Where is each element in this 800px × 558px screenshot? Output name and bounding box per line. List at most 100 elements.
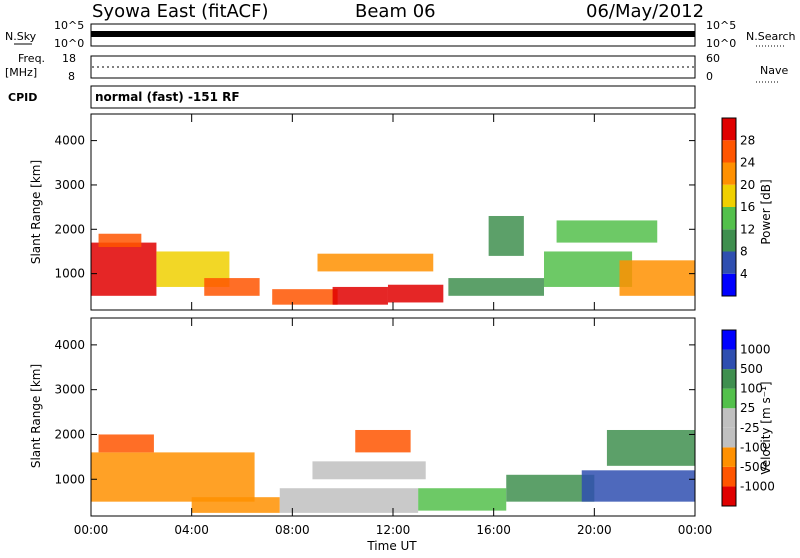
power-echo-region bbox=[448, 278, 544, 296]
colorbar-swatch bbox=[722, 447, 736, 467]
power-echo-region bbox=[91, 242, 157, 296]
colorbar-swatch bbox=[722, 349, 736, 370]
x-tick-label: 20:00 bbox=[577, 523, 612, 537]
freq-unit-label: [MHz] bbox=[5, 66, 37, 79]
power-echo-region bbox=[317, 253, 434, 272]
freq-tick-top: 18 bbox=[62, 52, 76, 65]
nsky-label: N.Sky bbox=[5, 30, 37, 43]
x-tick-label: 12:00 bbox=[376, 523, 411, 537]
velocity-echo-region bbox=[91, 452, 255, 502]
y-tick-label: 4000 bbox=[54, 338, 85, 352]
power-echo-region bbox=[98, 233, 142, 248]
power-echo-region bbox=[544, 251, 633, 287]
colorbar-swatch bbox=[722, 184, 736, 207]
station-title: Syowa East (fitACF) bbox=[92, 1, 268, 22]
colorbar-tick-label: 12 bbox=[740, 222, 755, 236]
noise-tick-bottom-right: 10^0 bbox=[706, 37, 736, 50]
x-tick-label: 00:00 bbox=[678, 523, 713, 537]
power-colorbar-label: Power [dB] bbox=[759, 179, 773, 244]
colorbar-tick-label: -500 bbox=[740, 460, 767, 474]
power-heatmap bbox=[91, 215, 695, 305]
freq-label: Freq. bbox=[18, 52, 45, 65]
beam-title: Beam 06 bbox=[355, 1, 436, 22]
colorbar-frame bbox=[721, 117, 737, 297]
power-echo-region bbox=[387, 284, 444, 303]
cpid-label: CPID bbox=[8, 91, 37, 104]
colorbar-swatch bbox=[722, 408, 736, 428]
noise-trace bbox=[91, 31, 695, 37]
x-tick-label: 08:00 bbox=[275, 523, 310, 537]
colorbar-swatch bbox=[722, 330, 736, 350]
velocity-colorbar: -1000 -500 -100 -25 25 100 500 1000 bbox=[721, 329, 775, 507]
colorbar-tick-label: 20 bbox=[740, 178, 755, 192]
x-tick-label: 04:00 bbox=[174, 523, 209, 537]
colorbar-swatch bbox=[722, 229, 736, 252]
freq-tick-bottom: 8 bbox=[68, 70, 75, 83]
x-tick-label: 16:00 bbox=[476, 523, 511, 537]
velocity-echo-region bbox=[606, 429, 695, 466]
velocity-y-axis: 1000 2000 3000 4000 bbox=[54, 338, 695, 486]
colorbar-frame bbox=[721, 329, 737, 507]
velocity-echo-region bbox=[98, 434, 154, 453]
colorbar-swatch bbox=[722, 388, 736, 409]
velocity-colorbar-label: Velocity [m s⁻¹] bbox=[759, 381, 773, 474]
colorbar-tick-label: 28 bbox=[740, 133, 755, 147]
cpid-text: normal (fast) -151 RF bbox=[95, 90, 240, 104]
colorbar-tick-label: 16 bbox=[740, 200, 755, 214]
power-echo-region bbox=[272, 289, 338, 305]
time-axis: 00:00 04:00 08:00 12:00 16:00 20:00 00:00 bbox=[74, 114, 713, 537]
colorbar-swatch bbox=[722, 466, 736, 487]
y-tick-label: 4000 bbox=[54, 134, 85, 148]
colorbar-tick-label: 1000 bbox=[740, 343, 771, 357]
colorbar-tick-label: 4 bbox=[740, 267, 748, 281]
y-tick-label: 2000 bbox=[54, 222, 85, 236]
nave-tick-top: 60 bbox=[706, 52, 720, 65]
colorbar-swatch bbox=[722, 207, 736, 230]
y-tick-label: 3000 bbox=[54, 178, 85, 192]
velocity-echo-region bbox=[581, 470, 695, 502]
velocity-echo-region bbox=[312, 461, 426, 480]
date-title: 06/May/2012 bbox=[586, 1, 704, 22]
x-tick-label: 00:00 bbox=[74, 523, 109, 537]
colorbar-swatch bbox=[722, 486, 736, 506]
power-echo-region bbox=[619, 260, 695, 296]
velocity-echo-region bbox=[279, 488, 419, 513]
colorbar-swatch bbox=[722, 118, 736, 141]
power-colorbar: 4 8 12 16 20 24 28 bbox=[721, 117, 755, 297]
colorbar-swatch bbox=[722, 162, 736, 185]
velocity-echo-region bbox=[355, 429, 411, 453]
y-tick-label: 1000 bbox=[54, 267, 85, 281]
colorbar-tick-label: 500 bbox=[740, 362, 763, 376]
nsearch-label: N.Search bbox=[746, 30, 796, 43]
y-tick-label: 2000 bbox=[54, 427, 85, 441]
power-y-axis: 1000 2000 3000 4000 bbox=[54, 134, 695, 281]
noise-tick-top-right: 10^5 bbox=[706, 19, 736, 32]
colorbar-tick-label: 24 bbox=[740, 156, 755, 170]
noise-tick-top-left: 10^5 bbox=[54, 19, 84, 32]
velocity-heatmap bbox=[91, 429, 695, 513]
y-tick-label: 1000 bbox=[54, 472, 85, 486]
y-tick-label: 3000 bbox=[54, 383, 85, 397]
noise-tick-bottom-left: 10^0 bbox=[54, 37, 84, 50]
power-echo-region bbox=[204, 278, 260, 296]
colorbar-swatch bbox=[722, 140, 736, 163]
colorbar-tick-label: -1000 bbox=[740, 479, 775, 493]
power-echo-region bbox=[488, 215, 524, 256]
power-echo-region bbox=[556, 220, 658, 243]
colorbar-tick-label: -100 bbox=[740, 440, 767, 454]
velocity-echo-region bbox=[506, 474, 595, 502]
colorbar-tick-label: 100 bbox=[740, 382, 763, 396]
velocity-ylabel: Slant Range [km] bbox=[29, 364, 43, 468]
colorbar-tick-label: 25 bbox=[740, 401, 755, 415]
freq-strip-frame bbox=[90, 55, 696, 79]
colorbar-swatch bbox=[722, 427, 736, 448]
velocity-echo-region bbox=[418, 488, 507, 511]
colorbar-swatch bbox=[722, 273, 736, 296]
velocity-echo-region bbox=[191, 497, 280, 513]
power-echo-region bbox=[332, 286, 388, 305]
cpid-strip-frame bbox=[90, 85, 696, 109]
time-axis-label: Time UT bbox=[366, 539, 417, 553]
colorbar-tick-label: 8 bbox=[740, 245, 748, 259]
colorbar-swatch bbox=[722, 251, 736, 274]
